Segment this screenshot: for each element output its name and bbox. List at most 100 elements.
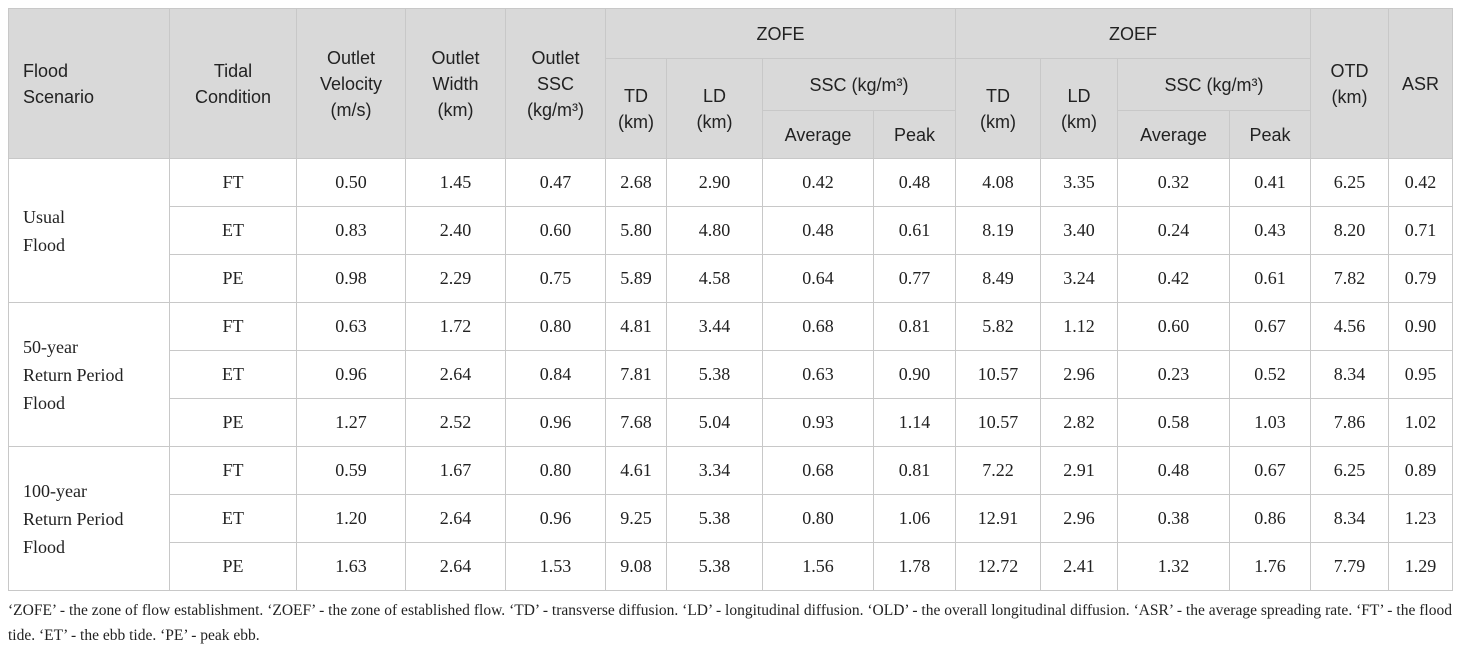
cell-line: Tidal [213, 60, 253, 81]
cell-line: Scenario [23, 86, 95, 107]
header-row: Flood Scenario Tidal Condition Outlet Velocit… [8, 8, 1453, 159]
cell: 1.53 [505, 542, 606, 591]
cell: 2.91 [1040, 446, 1118, 495]
data-table: Flood Scenario Tidal Condition Outlet Velocit… [8, 8, 1453, 591]
scenario-cell: Usual Flood [8, 158, 170, 303]
cell-line: 50-year [23, 336, 78, 357]
cell-line: (km) [980, 111, 1016, 132]
cell: 4.58 [666, 254, 763, 303]
cell: 0.80 [505, 446, 606, 495]
cell: 0.84 [505, 350, 606, 399]
cell: 0.43 [1229, 206, 1311, 255]
cell-line: Usual [23, 206, 65, 227]
cell: 0.98 [296, 254, 406, 303]
cell: 0.77 [873, 254, 956, 303]
cell: 3.44 [666, 302, 763, 351]
body-row: PE 0.98 2.29 0.75 5.89 4.58 0.64 0.77 8.49 3.24 0.… [9, 254, 1453, 303]
cell-line: Flood [23, 536, 66, 557]
cell-line: Flood [23, 392, 66, 413]
cell: 0.58 [1117, 398, 1230, 447]
cell: 0.63 [296, 302, 406, 351]
header-cell: LD (km) [666, 58, 763, 159]
cell-line: TD [986, 85, 1010, 106]
cell: 0.96 [505, 398, 606, 447]
cell: 8.34 [1310, 350, 1389, 399]
header-cell: Outlet SSC (kg/m³) [505, 8, 606, 159]
header-cell: OTD (km) [1310, 8, 1389, 159]
cell: ET [169, 350, 297, 399]
cell-line: Width [432, 73, 479, 94]
cell: 5.80 [605, 206, 667, 255]
cell-line: ASR [1401, 73, 1439, 94]
cell: 0.42 [762, 158, 874, 207]
cell: 0.75 [505, 254, 606, 303]
cell-line: (km) [437, 99, 474, 120]
body-row: 50-year Return Period Flood FT 0.63 1.72 0.80 4… [8, 302, 1453, 447]
table-head: Flood Scenario Tidal Condition Outlet Velocit… [8, 8, 1453, 159]
cell-line: SSC [536, 73, 574, 94]
cell: 4.56 [1310, 302, 1389, 351]
cell-line: Return Period [23, 508, 124, 529]
header-row: Average Peak Average Peak [9, 110, 1453, 159]
header-cell: TD (km) [955, 58, 1041, 159]
cell: 1.03 [1229, 398, 1311, 447]
header-row: TD (km) LD (km) SSC (kg/m³) TD (km) LD (km) SSC (… [9, 58, 1453, 159]
cell: 0.90 [1388, 302, 1453, 351]
cell: 0.32 [1117, 158, 1230, 207]
cell: FT [169, 302, 297, 351]
scenario-cell: 50-year Return Period Flood [8, 302, 170, 447]
cell: 0.42 [1388, 158, 1453, 207]
cell-line: (km) [1061, 111, 1097, 132]
cell: 0.81 [873, 446, 956, 495]
cell: 7.82 [1310, 254, 1389, 303]
scenario-cell: 100-year Return Period Flood [8, 446, 170, 591]
cell: 1.06 [873, 494, 956, 543]
cell: 0.95 [1388, 350, 1453, 399]
cell: 4.08 [955, 158, 1041, 207]
cell: PE [169, 398, 297, 447]
cell: 2.90 [666, 158, 763, 207]
cell-line: (km) [1331, 86, 1368, 107]
cell: 1.45 [405, 158, 506, 207]
cell: 0.52 [1229, 350, 1311, 399]
cell: 1.29 [1388, 542, 1453, 591]
cell: 1.78 [873, 542, 956, 591]
group-header: ZOFE [605, 8, 956, 59]
cell: 0.59 [296, 446, 406, 495]
cell: 0.41 [1229, 158, 1311, 207]
cell: 4.81 [605, 302, 667, 351]
cell: 12.91 [955, 494, 1041, 543]
cell: 0.48 [873, 158, 956, 207]
header-cell: ASR [1388, 8, 1453, 159]
cell: 10.57 [955, 350, 1041, 399]
cell-line: Outlet [531, 47, 580, 68]
cell: 0.90 [873, 350, 956, 399]
cell: 0.47 [505, 158, 606, 207]
cell: 0.80 [505, 302, 606, 351]
cell: 0.48 [762, 206, 874, 255]
header-cell: Average [1117, 110, 1230, 159]
cell: 8.49 [955, 254, 1041, 303]
cell: 2.64 [405, 350, 506, 399]
cell: 8.34 [1310, 494, 1389, 543]
cell: FT [169, 158, 297, 207]
cell-line: Flood [23, 60, 69, 81]
header-cell: Average [762, 110, 874, 159]
cell: 2.40 [405, 206, 506, 255]
cell: 1.72 [405, 302, 506, 351]
cell: 1.56 [762, 542, 874, 591]
cell: 2.64 [405, 542, 506, 591]
cell: 5.89 [605, 254, 667, 303]
cell-line: (m/s) [330, 99, 372, 120]
cell: 2.82 [1040, 398, 1118, 447]
cell: 4.80 [666, 206, 763, 255]
cell: 0.50 [296, 158, 406, 207]
cell: 0.71 [1388, 206, 1453, 255]
cell: 3.24 [1040, 254, 1118, 303]
cell: 7.81 [605, 350, 667, 399]
cell: 0.96 [505, 494, 606, 543]
cell-line: LD [702, 85, 726, 106]
cell: 1.76 [1229, 542, 1311, 591]
body-row: PE 1.27 2.52 0.96 7.68 5.04 0.93 1.14 10.57 2.82 0… [9, 398, 1453, 447]
cell-line: Outlet [326, 47, 376, 68]
